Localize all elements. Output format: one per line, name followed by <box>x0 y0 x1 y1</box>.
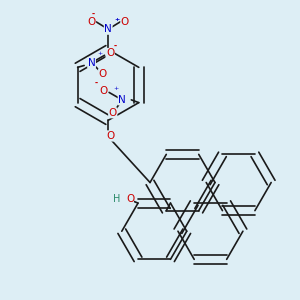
Text: O: O <box>126 194 134 204</box>
Text: N: N <box>118 95 126 105</box>
Text: O: O <box>106 48 114 59</box>
Text: -: - <box>113 41 116 50</box>
Text: -: - <box>94 79 98 88</box>
Text: N: N <box>104 24 112 34</box>
Text: O: O <box>99 85 108 96</box>
Text: O: O <box>87 17 96 27</box>
Text: +: + <box>113 86 118 91</box>
Text: O: O <box>107 131 115 141</box>
Text: O: O <box>109 108 117 118</box>
Text: O: O <box>121 17 129 27</box>
Text: N: N <box>88 58 95 68</box>
Text: H: H <box>113 194 120 204</box>
Text: -: - <box>92 10 95 19</box>
Text: +: + <box>114 17 119 22</box>
Text: +: + <box>97 51 103 56</box>
Text: O: O <box>99 69 107 79</box>
